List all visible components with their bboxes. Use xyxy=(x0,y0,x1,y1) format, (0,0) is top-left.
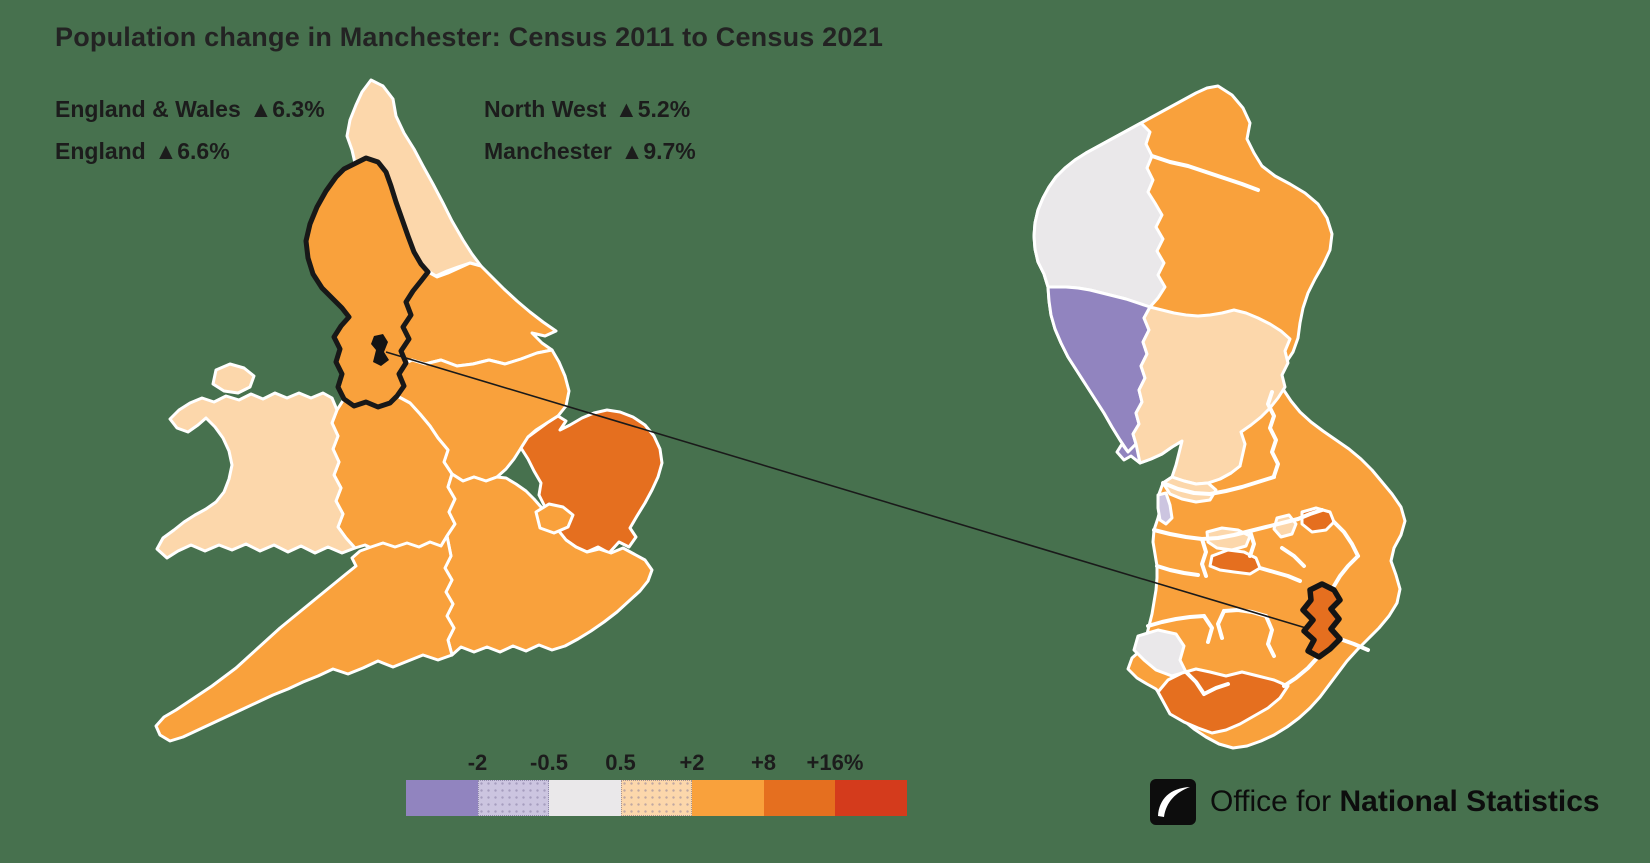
ons-logo-text-bold: National Statistics xyxy=(1339,785,1600,818)
annotation-north-west: North West ▲5.2% xyxy=(484,96,690,123)
legend-swatch-above-16 xyxy=(835,780,907,816)
legend-swatch-2-8 xyxy=(692,780,764,816)
la-manchester-highlight xyxy=(1300,581,1343,660)
annotation-england: England ▲6.6% xyxy=(55,138,230,165)
la-blackpool xyxy=(1156,491,1174,526)
legend-swatch-below-minus2 xyxy=(406,780,478,816)
legend-tick: +8 xyxy=(750,750,777,775)
legend-tick: +2 xyxy=(679,750,705,775)
map-england-wales xyxy=(154,78,664,743)
legend-swatch-minus05-05 xyxy=(549,780,621,816)
legend-swatch-8-16 xyxy=(763,780,835,816)
boundary-line xyxy=(1258,566,1302,583)
boundary-line xyxy=(1264,614,1276,658)
annotation-label: England & Wales xyxy=(55,96,241,122)
legend-tick-labels: -2 -0.5 0.5 +2 +8 +16% xyxy=(406,750,908,778)
boundary-line xyxy=(1202,614,1214,644)
annotation-value: ▲6.6% xyxy=(154,138,230,164)
region-london xyxy=(534,502,575,535)
boundary-line xyxy=(1152,517,1300,541)
manchester-leader-line xyxy=(385,351,1307,629)
ons-logo-icon xyxy=(1150,779,1196,825)
boundary-line xyxy=(1248,529,1256,558)
annotation-label: Manchester xyxy=(484,138,612,164)
ons-logo: Office for National Statistics xyxy=(1150,779,1600,825)
boundary-line xyxy=(1280,546,1306,568)
boundary-line xyxy=(1338,637,1370,652)
boundary-line xyxy=(1161,475,1276,496)
ons-logo-wordmark: Office for National Statistics xyxy=(1210,785,1600,819)
annotation-england-wales: England & Wales ▲6.3% xyxy=(55,96,325,123)
annotation-value: ▲9.7% xyxy=(620,138,696,164)
boundary-line xyxy=(1332,520,1360,558)
la-fylde-coast xyxy=(1161,475,1218,504)
annotation-value: ▲6.3% xyxy=(249,96,325,122)
boundary-line xyxy=(1332,554,1360,588)
la-south-lakeland xyxy=(1131,305,1292,486)
annotation-manchester: Manchester ▲9.7% xyxy=(484,138,696,165)
boundary-line xyxy=(1296,508,1324,521)
legend-tick: 0.5 xyxy=(605,750,636,775)
region-north-west-black-outline xyxy=(303,155,431,410)
la-salford xyxy=(1208,548,1262,576)
boundary-line xyxy=(1200,537,1208,578)
region-wales xyxy=(155,391,357,560)
boundary-line xyxy=(1150,154,1260,192)
boundary-line xyxy=(1266,390,1280,478)
ons-logo-text-regular: Office for xyxy=(1210,785,1340,818)
boundary-line xyxy=(1155,564,1200,577)
boundary-line xyxy=(1146,614,1206,628)
region-south-west xyxy=(154,534,456,743)
annotation-label: North West xyxy=(484,96,607,122)
map-north-west-detail xyxy=(1032,84,1407,750)
legend-tick: +16% xyxy=(806,750,864,775)
legend-tick: -2 xyxy=(467,750,488,775)
legend-swatch-minus2-minus05 xyxy=(477,780,549,816)
legend-swatch-05-2 xyxy=(620,780,692,816)
legend-tick: -0.5 xyxy=(530,750,568,775)
annotation-label: England xyxy=(55,138,146,164)
annotation-value: ▲5.2% xyxy=(614,96,691,122)
manchester-mark-left-map xyxy=(371,334,389,366)
region-wales-anglesey xyxy=(211,362,256,395)
boundary-line xyxy=(1282,655,1320,688)
boundary-line xyxy=(1202,682,1230,696)
boundary-line xyxy=(1216,609,1226,640)
internal-boundaries xyxy=(1146,154,1370,696)
color-legend: -2 -0.5 0.5 +2 +8 +16% xyxy=(406,750,908,816)
la-warrington-cheshire-west xyxy=(1156,667,1290,735)
legend-color-bar xyxy=(406,780,907,816)
la-allerdale xyxy=(1032,121,1167,309)
page-title: Population change in Manchester: Census … xyxy=(55,22,884,52)
la-copeland xyxy=(1046,285,1152,454)
boundary-line xyxy=(1184,670,1206,696)
